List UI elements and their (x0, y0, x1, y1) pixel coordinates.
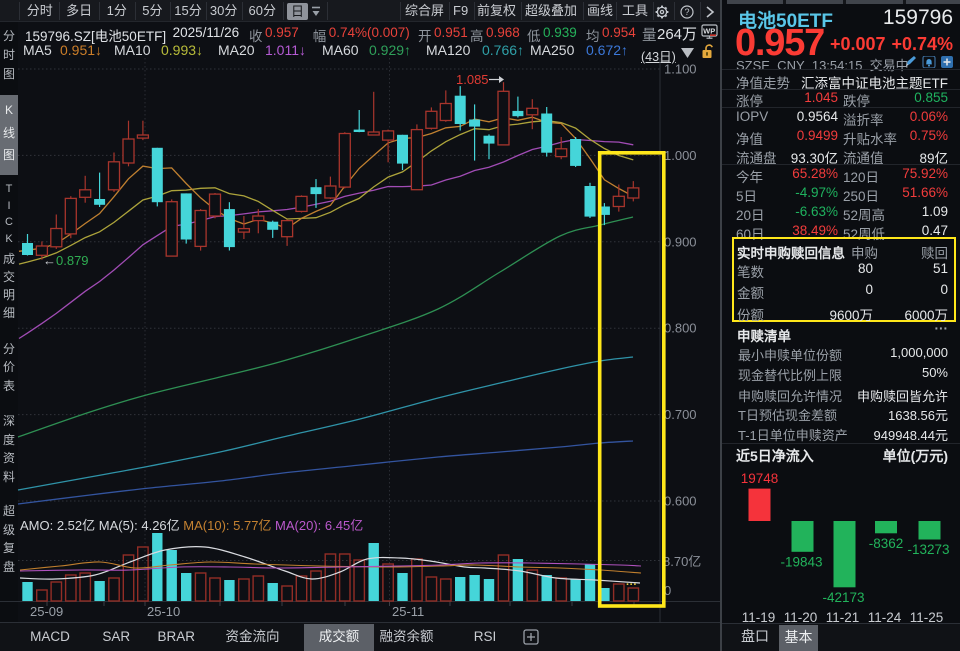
svg-text:11-19: 11-19 (742, 610, 776, 625)
svg-text:AMO: 2.52亿 MA(5): 4.26亿 MA(10): AMO: 2.52亿 MA(5): 4.26亿 MA(10): 5.77亿 MA… (20, 518, 363, 533)
svg-text:←: ← (43, 253, 56, 268)
svg-text:0: 0 (664, 583, 671, 598)
svg-text:11-21: 11-21 (826, 610, 860, 625)
svg-text:19748: 19748 (741, 471, 779, 486)
svg-text:11-24: 11-24 (868, 610, 902, 625)
svg-text:1.000: 1.000 (664, 148, 697, 163)
svg-text:0.700: 0.700 (664, 407, 697, 422)
svg-text:···: ··· (626, 579, 637, 591)
svg-text:11-20: 11-20 (784, 610, 818, 625)
svg-text:8.70亿: 8.70亿 (663, 554, 701, 569)
svg-text:25-10: 25-10 (147, 604, 180, 619)
svg-text:-8362: -8362 (869, 536, 904, 551)
svg-text:WP: WP (703, 27, 715, 36)
svg-text:0.800: 0.800 (664, 321, 697, 336)
svg-text:1.085: 1.085 (456, 72, 489, 87)
svg-text:-13273: -13273 (907, 542, 949, 557)
svg-text:0.900: 0.900 (664, 234, 697, 249)
svg-text:25-09: 25-09 (30, 604, 63, 619)
svg-text:?: ? (684, 7, 689, 17)
svg-text:-42173: -42173 (822, 590, 864, 605)
svg-text:11-25: 11-25 (910, 610, 944, 625)
svg-text:1.100: 1.100 (664, 62, 697, 77)
svg-text:-19843: -19843 (780, 555, 822, 570)
svg-text:0.879: 0.879 (56, 253, 89, 268)
svg-text:0.600: 0.600 (664, 494, 697, 509)
svg-text:25-11: 25-11 (392, 604, 424, 619)
